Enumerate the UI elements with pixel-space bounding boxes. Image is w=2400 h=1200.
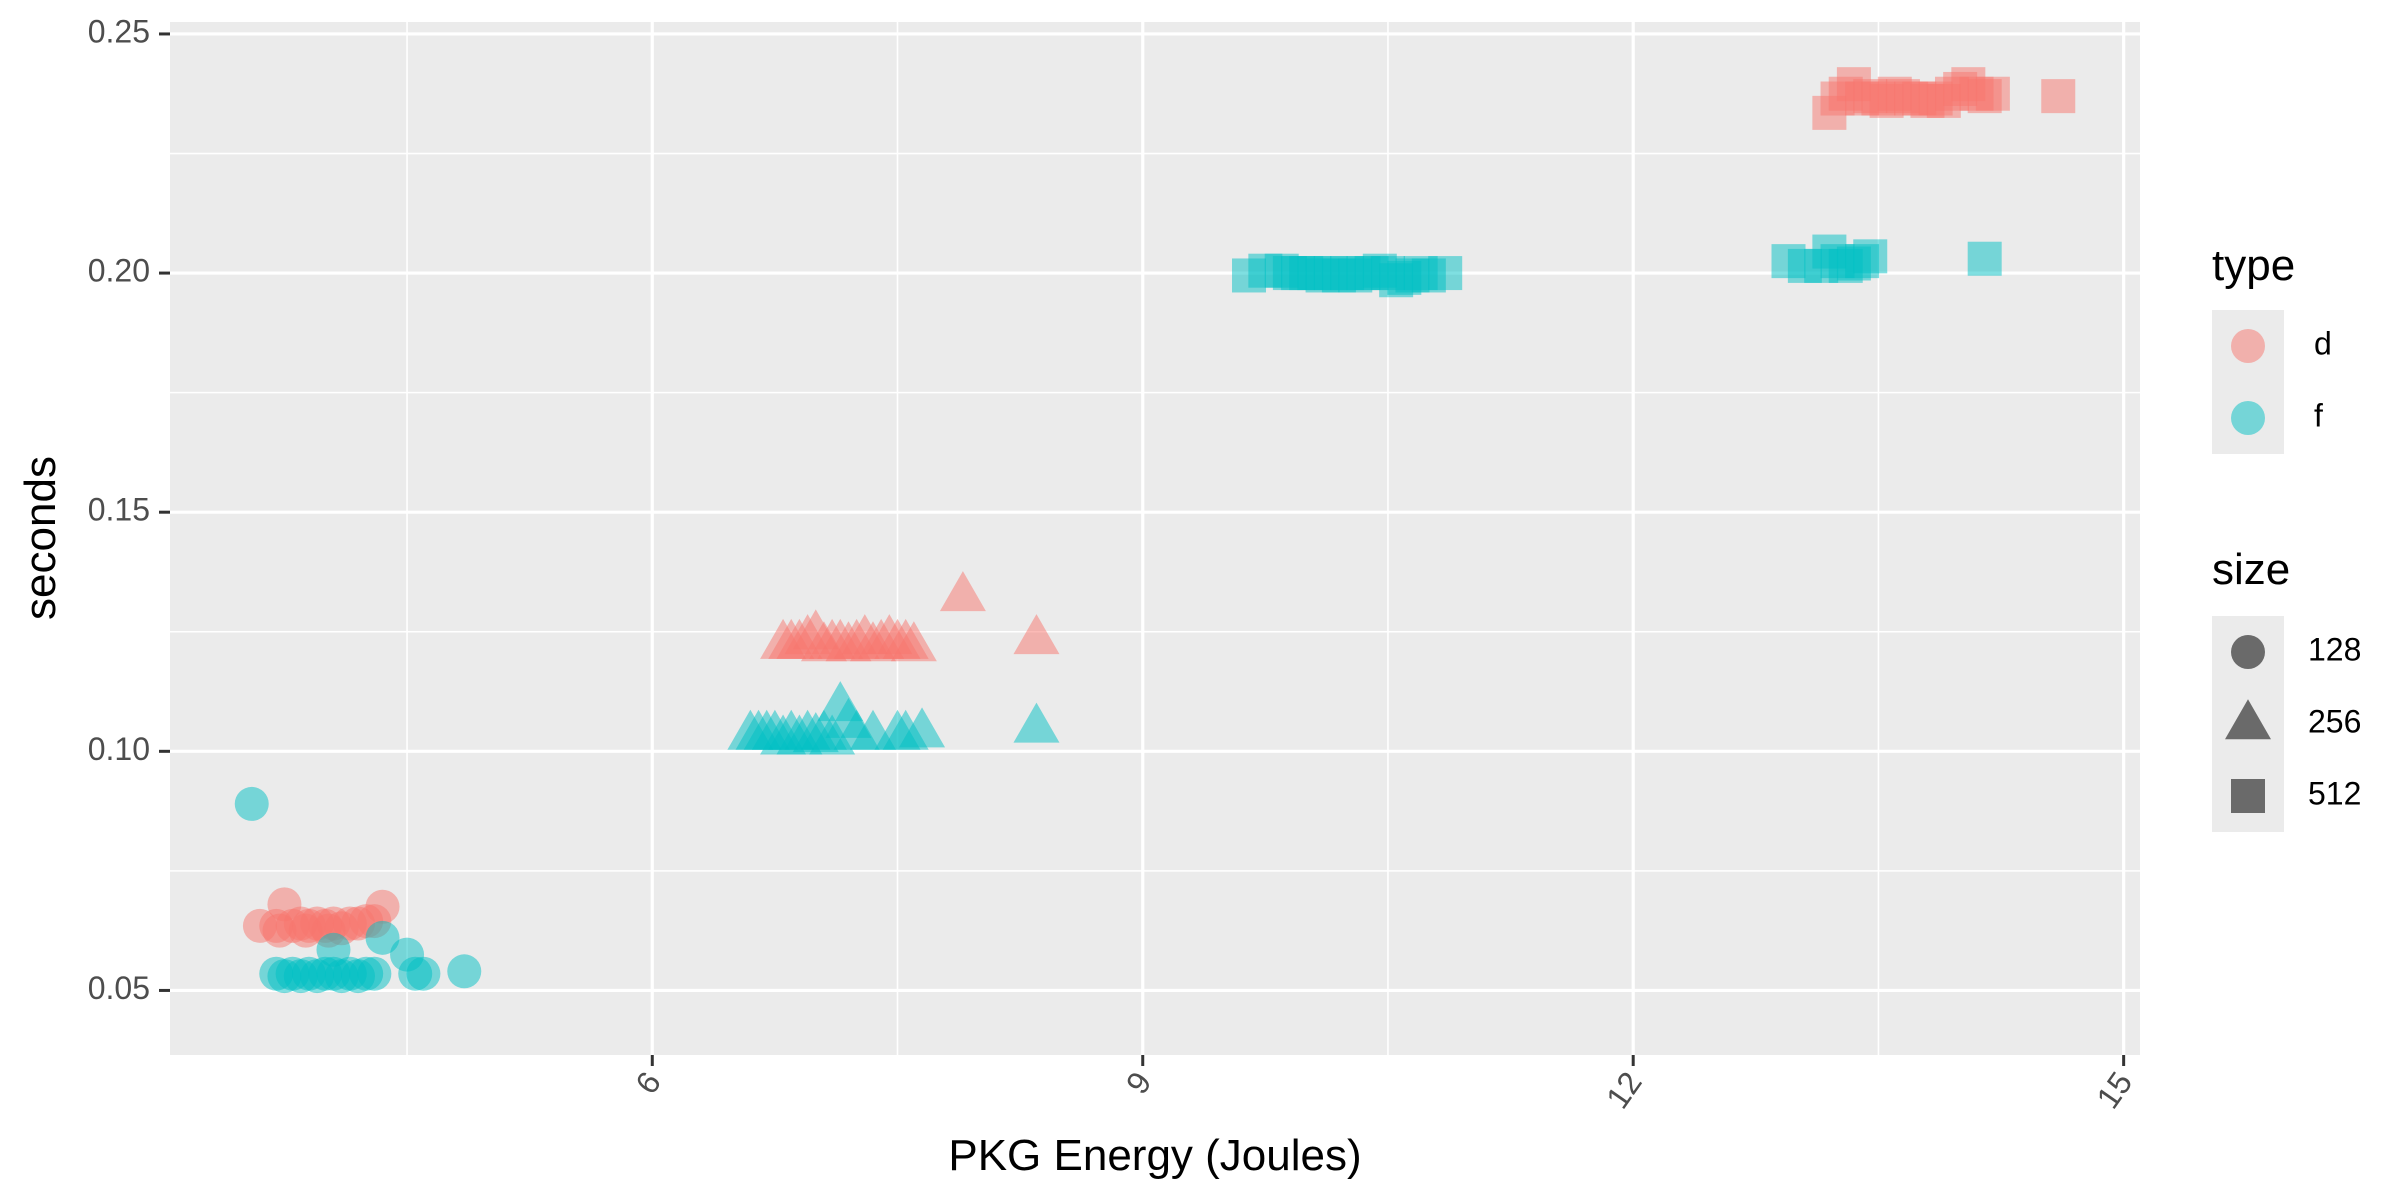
- data-point: [357, 956, 392, 991]
- y-axis: 0.05 0.10 0.15 0.20 0.25: [88, 13, 170, 1006]
- legend-label-512: 512: [2308, 775, 2361, 811]
- data-point: [2041, 79, 2076, 114]
- data-points: [234, 67, 2076, 994]
- legend-title-size: size: [2212, 545, 2290, 594]
- data-point: [1013, 702, 1060, 743]
- series-d-512: [1812, 67, 2076, 130]
- y-tick-label: 0.15: [88, 492, 150, 528]
- data-point: [1428, 256, 1463, 291]
- legend-title-type: type: [2212, 241, 2295, 290]
- y-tick-label: 0.25: [88, 13, 150, 49]
- data-point: [365, 889, 400, 924]
- series-f-512: [1232, 234, 2002, 298]
- data-point: [939, 571, 986, 612]
- data-point: [890, 621, 937, 662]
- legend-key-d: [2231, 329, 2265, 363]
- legend-key-512: [2231, 779, 2265, 813]
- grid-major: [170, 22, 2140, 1055]
- data-point: [1975, 76, 2010, 111]
- series-d-256: [760, 571, 1060, 662]
- x-axis-title: PKG Energy (Joules): [948, 1131, 1361, 1180]
- data-point: [899, 707, 946, 748]
- data-point: [262, 913, 297, 948]
- data-point: [316, 932, 351, 967]
- y-axis-title: seconds: [16, 456, 65, 620]
- y-tick-label: 0.10: [88, 731, 150, 767]
- y-tick-label: 0.05: [88, 970, 150, 1006]
- data-point: [1967, 241, 2002, 276]
- series-f-128: [234, 786, 482, 994]
- legend-label-f: f: [2314, 397, 2323, 433]
- plot-panel: [170, 22, 2140, 1055]
- series-f-256: [727, 681, 1060, 755]
- legend-label-128: 128: [2308, 631, 2361, 667]
- data-point: [234, 786, 269, 821]
- legend-key-128: [2231, 635, 2265, 669]
- series-d-128: [242, 887, 400, 948]
- y-tick-label: 0.20: [88, 253, 150, 289]
- legend-key-256: [2225, 699, 2271, 740]
- legend-key-f: [2231, 401, 2265, 435]
- data-point: [365, 920, 400, 955]
- data-point: [447, 954, 482, 989]
- grid-minor: [170, 22, 2140, 1055]
- legend-label-d: d: [2314, 325, 2332, 361]
- data-point: [406, 956, 441, 991]
- data-point: [1013, 614, 1060, 655]
- data-point: [1853, 239, 1888, 274]
- legend-label-256: 256: [2308, 703, 2361, 739]
